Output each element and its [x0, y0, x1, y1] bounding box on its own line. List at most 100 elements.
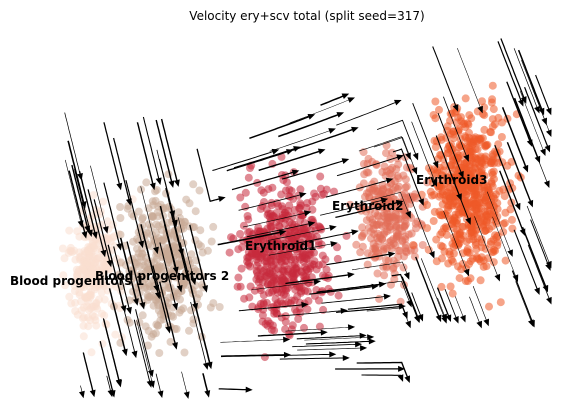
cell-point — [476, 152, 485, 161]
streamline — [444, 289, 458, 321]
cluster-points-erythroid3 — [409, 81, 525, 311]
stream-arrowhead — [546, 260, 552, 269]
cell-point — [87, 348, 96, 357]
cell-point — [501, 208, 510, 217]
cell-point — [495, 186, 504, 195]
stream-arrowhead — [183, 273, 190, 282]
cell-point — [244, 173, 253, 182]
cell-point — [234, 245, 243, 254]
cell-point — [155, 349, 164, 357]
stream-arrowhead — [527, 199, 534, 208]
streamline — [177, 217, 195, 282]
cell-point — [116, 230, 125, 239]
streamline — [492, 216, 517, 279]
stream-arrowhead — [192, 302, 198, 311]
cell-point — [449, 199, 458, 207]
cell-point — [478, 97, 486, 106]
streamline — [106, 375, 112, 394]
stream-arrowhead — [317, 148, 326, 155]
stream-arrowhead — [432, 160, 439, 169]
streamline — [226, 150, 291, 172]
streamline — [82, 352, 95, 394]
streamline — [443, 210, 468, 273]
cell-point — [386, 155, 395, 163]
cell-point — [361, 192, 369, 201]
stream-arrowhead — [149, 380, 155, 389]
cell-point — [207, 237, 216, 246]
stream-arrowhead — [81, 231, 88, 239]
cell-point — [487, 157, 496, 166]
stream-arrowhead — [463, 268, 470, 277]
cell-point — [396, 215, 405, 224]
stream-arrowhead — [406, 299, 412, 308]
stream-arrowhead — [541, 117, 548, 126]
cell-points — [58, 81, 525, 362]
stream-arrowhead — [116, 379, 122, 388]
streamline — [513, 229, 539, 292]
streamline — [119, 237, 138, 303]
cell-point — [486, 206, 494, 215]
cell-point — [264, 185, 273, 194]
stream-arrowhead — [283, 336, 291, 343]
streamline — [78, 170, 97, 236]
cell-point — [129, 237, 138, 246]
cell-point — [379, 212, 388, 220]
cell-point — [493, 238, 502, 247]
cell-point — [191, 267, 200, 275]
stream-arrowhead — [522, 164, 529, 173]
streamline — [155, 119, 173, 185]
cell-point — [423, 201, 431, 209]
cell-point — [215, 303, 224, 311]
cell-point — [302, 265, 311, 274]
streamline — [437, 113, 463, 175]
streamline — [159, 205, 178, 271]
cluster-label: Erythroid1 — [245, 239, 316, 253]
cell-point — [369, 187, 378, 196]
cell-point — [469, 235, 478, 244]
cell-point — [445, 250, 454, 259]
streamline — [251, 281, 318, 291]
cell-point — [460, 119, 469, 128]
cell-point — [142, 178, 151, 187]
stream-arrowhead — [89, 389, 96, 398]
cell-point — [102, 264, 111, 273]
cell-point — [285, 331, 294, 340]
cell-point — [92, 280, 101, 289]
cell-point — [389, 263, 398, 272]
cell-point — [394, 252, 403, 261]
stream-arrowhead — [107, 389, 114, 398]
stream-arrowhead — [477, 105, 483, 114]
stream-arrowhead — [278, 229, 287, 236]
streamline — [218, 388, 249, 391]
cell-point — [274, 221, 283, 230]
cell-point — [91, 299, 100, 308]
cell-point — [489, 245, 498, 254]
cell-point — [132, 260, 141, 269]
cell-point — [497, 133, 506, 141]
stream-arrowhead — [301, 301, 309, 308]
cell-point — [443, 126, 452, 135]
streamline — [455, 296, 465, 319]
cell-point — [156, 316, 165, 325]
cell-point — [431, 143, 440, 151]
cell-point — [489, 192, 498, 201]
cell-point — [116, 214, 125, 222]
cell-point — [352, 240, 361, 249]
stream-arrowhead — [465, 217, 471, 225]
cell-point — [485, 302, 493, 311]
stream-arrowhead — [519, 228, 526, 237]
streamline — [526, 205, 551, 265]
stream-arrowhead — [80, 201, 87, 209]
cell-point — [358, 223, 367, 232]
cell-point — [316, 172, 325, 181]
cell-point — [237, 264, 246, 273]
cell-point — [239, 221, 248, 230]
cell-point — [436, 175, 445, 184]
stream-arrowhead — [512, 274, 519, 283]
cell-point — [111, 330, 120, 339]
cell-point — [317, 190, 326, 199]
cell-point — [79, 332, 88, 341]
stream-arrowhead — [154, 291, 161, 300]
streamline — [125, 180, 143, 245]
stream-arrowhead — [460, 314, 466, 323]
